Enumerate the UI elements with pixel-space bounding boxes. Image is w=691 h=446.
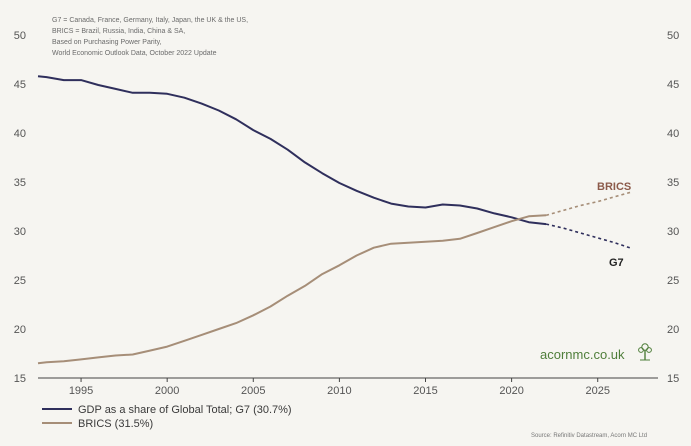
y-tick-label-right: 40 — [667, 128, 679, 140]
y-tick-label-left: 35 — [14, 177, 26, 189]
y-tick-label-right: 50 — [667, 30, 679, 42]
series-label-g7: G7 — [609, 257, 624, 269]
x-tick-label: 2025 — [585, 385, 609, 397]
x-tick-label: 2020 — [499, 385, 523, 397]
tree-icon — [638, 343, 652, 361]
series-forecast-line-brics — [545, 191, 633, 217]
note-g7-definition: G7 = Canada, France, Germany, Italy, Jap… — [52, 17, 248, 24]
series-line-g7 — [37, 75, 547, 226]
y-tick-label-left: 25 — [14, 275, 26, 287]
logo-text: acornmc.co.uk — [540, 347, 625, 362]
logo: acornmc.co.uk — [540, 343, 652, 362]
y-tick-label-right: 30 — [667, 226, 679, 238]
y-tick-label-right: 25 — [667, 275, 679, 287]
x-tick-label: 2010 — [327, 385, 351, 397]
y-tick-label-right: 20 — [667, 324, 679, 336]
y-tick-label-left: 20 — [14, 324, 26, 336]
legend-label-g7: GDP as a share of Global Total; G7 (30.7… — [78, 404, 292, 416]
chart-notes: G7 = Canada, France, Germany, Italy, Jap… — [52, 17, 248, 57]
note-data-source: World Economic Outlook Data, October 202… — [52, 50, 217, 57]
series-line-brics — [37, 214, 547, 365]
source-credit: Source: Refinitiv Datastream, Acorn MC L… — [531, 433, 647, 439]
y-tick-label-left: 15 — [14, 373, 26, 385]
note-brics-definition: BRICS = Brazil, Russia, India, China & S… — [52, 28, 185, 35]
legend-label-brics: BRICS (31.5%) — [78, 418, 153, 430]
y-tick-label-left: 40 — [14, 128, 26, 140]
y-tick-label-left: 50 — [14, 30, 26, 42]
note-ppp-basis: Based on Purchasing Power Parity, — [52, 39, 162, 46]
x-tick-label: 2005 — [241, 385, 265, 397]
x-tick-label: 2000 — [155, 385, 179, 397]
x-tick-label: 1995 — [69, 385, 93, 397]
x-tick-label: 2015 — [413, 385, 437, 397]
y-tick-label-left: 45 — [14, 79, 26, 91]
series — [37, 75, 633, 365]
y-tick-label-right: 45 — [667, 79, 679, 91]
y-tick-label-right: 35 — [667, 177, 679, 189]
y-tick-label-right: 15 — [667, 373, 679, 385]
y-tick-label-left: 30 — [14, 226, 26, 238]
series-forecast-line-g7 — [545, 223, 633, 250]
legend: GDP as a share of Global Total; G7 (30.7… — [42, 404, 292, 430]
series-labels: BRICS G7 — [597, 181, 631, 269]
series-label-brics: BRICS — [597, 181, 631, 193]
